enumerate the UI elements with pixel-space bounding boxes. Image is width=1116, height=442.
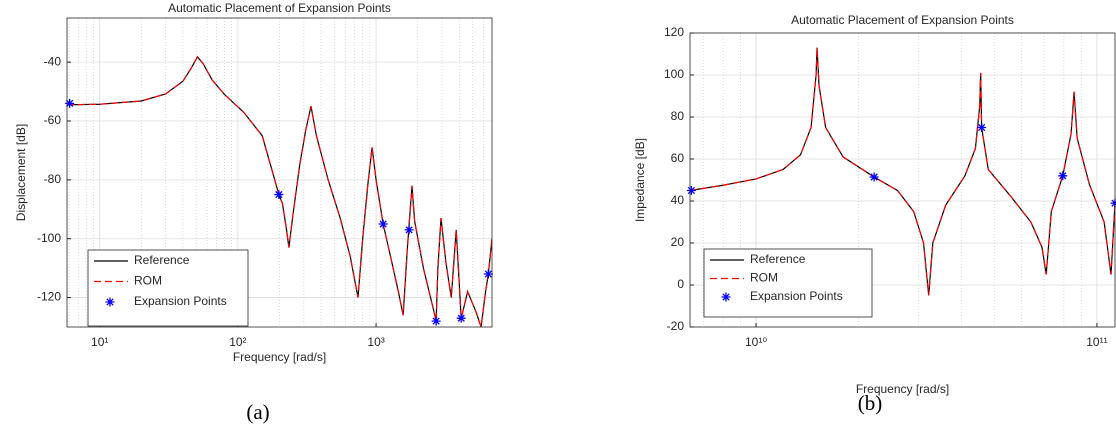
legend-label: Expansion Points — [750, 289, 843, 303]
y-tick-label: 0 — [677, 277, 684, 291]
y-tick-label: 120 — [664, 25, 684, 39]
legend-box — [87, 249, 249, 327]
legend-label: ROM — [750, 271, 778, 285]
x-tick-label: 10¹⁰ — [745, 335, 767, 349]
plot-lines — [690, 47, 1115, 296]
x-tick-label: 10¹ — [91, 335, 108, 349]
series-line — [67, 55, 492, 327]
x-axis-label: Frequency [rad/s] — [856, 382, 949, 396]
expansion-point — [431, 316, 441, 326]
expansion-point — [483, 269, 493, 279]
plot-lines — [67, 55, 492, 327]
expansion-point — [65, 98, 75, 108]
y-tick-label: 100 — [664, 67, 684, 81]
legend-label: Reference — [134, 253, 190, 267]
legend-label: ROM — [134, 274, 162, 288]
expansion-point — [404, 225, 414, 235]
x-tick-label: 10³ — [367, 335, 384, 349]
chart-title: Automatic Placement of Expansion Points — [791, 13, 1014, 27]
expansion-point — [378, 219, 388, 229]
axes-box — [689, 32, 1116, 328]
axes-box — [66, 17, 493, 328]
y-tick-label: 60 — [671, 151, 685, 165]
y-tick-label: 80 — [671, 109, 685, 123]
y-tick-label: -40 — [44, 54, 62, 68]
y-tick-label: -60 — [44, 113, 62, 127]
y-axis-label: Displacement [dB] — [14, 124, 28, 221]
x-tick-label: 10² — [229, 335, 246, 349]
legend-label: Reference — [750, 252, 806, 266]
chart-title: Automatic Placement of Expansion Points — [168, 1, 391, 15]
y-tick-label: 20 — [671, 235, 685, 249]
series-line — [690, 47, 1115, 296]
caption: (b) — [858, 391, 883, 415]
expansion-point — [274, 190, 284, 200]
x-axis-label: Frequency [rad/s] — [233, 350, 326, 364]
x-tick-label: 10¹¹ — [1086, 335, 1107, 349]
legend-marker — [721, 292, 731, 302]
expansion-point — [977, 123, 987, 132]
y-tick-label: -20 — [667, 319, 685, 333]
legend-marker — [105, 297, 115, 307]
y-axis-label: Impedance [dB] — [633, 138, 647, 222]
expansion-point — [686, 186, 696, 195]
legend-label: Expansion Points — [134, 294, 227, 308]
y-tick-label: -100 — [37, 231, 61, 245]
expansion-point — [1058, 171, 1068, 181]
expansion-point — [869, 172, 879, 182]
expansion-point — [456, 313, 466, 323]
y-tick-label: 40 — [671, 193, 685, 207]
caption: (a) — [246, 400, 269, 424]
y-tick-label: -120 — [37, 290, 61, 304]
y-tick-label: -80 — [44, 172, 62, 186]
